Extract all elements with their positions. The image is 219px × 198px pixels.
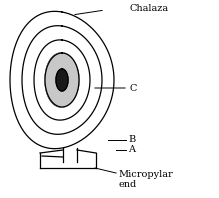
Text: C: C — [130, 84, 137, 92]
Text: A: A — [128, 146, 135, 154]
Text: Micropylar
end: Micropylar end — [118, 170, 173, 189]
Polygon shape — [56, 69, 68, 91]
Polygon shape — [45, 53, 79, 107]
Text: B: B — [128, 135, 135, 145]
Text: Chalaza: Chalaza — [130, 4, 169, 12]
